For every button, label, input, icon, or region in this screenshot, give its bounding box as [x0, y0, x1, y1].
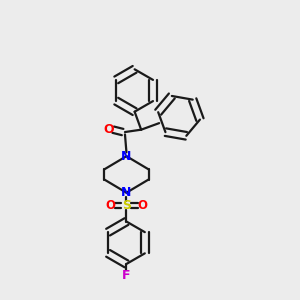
Text: N: N: [121, 150, 132, 163]
Text: F: F: [122, 268, 131, 282]
Text: S: S: [122, 199, 131, 212]
Text: O: O: [137, 199, 147, 212]
Text: O: O: [103, 123, 114, 136]
Text: N: N: [121, 186, 132, 199]
Text: O: O: [106, 199, 116, 212]
